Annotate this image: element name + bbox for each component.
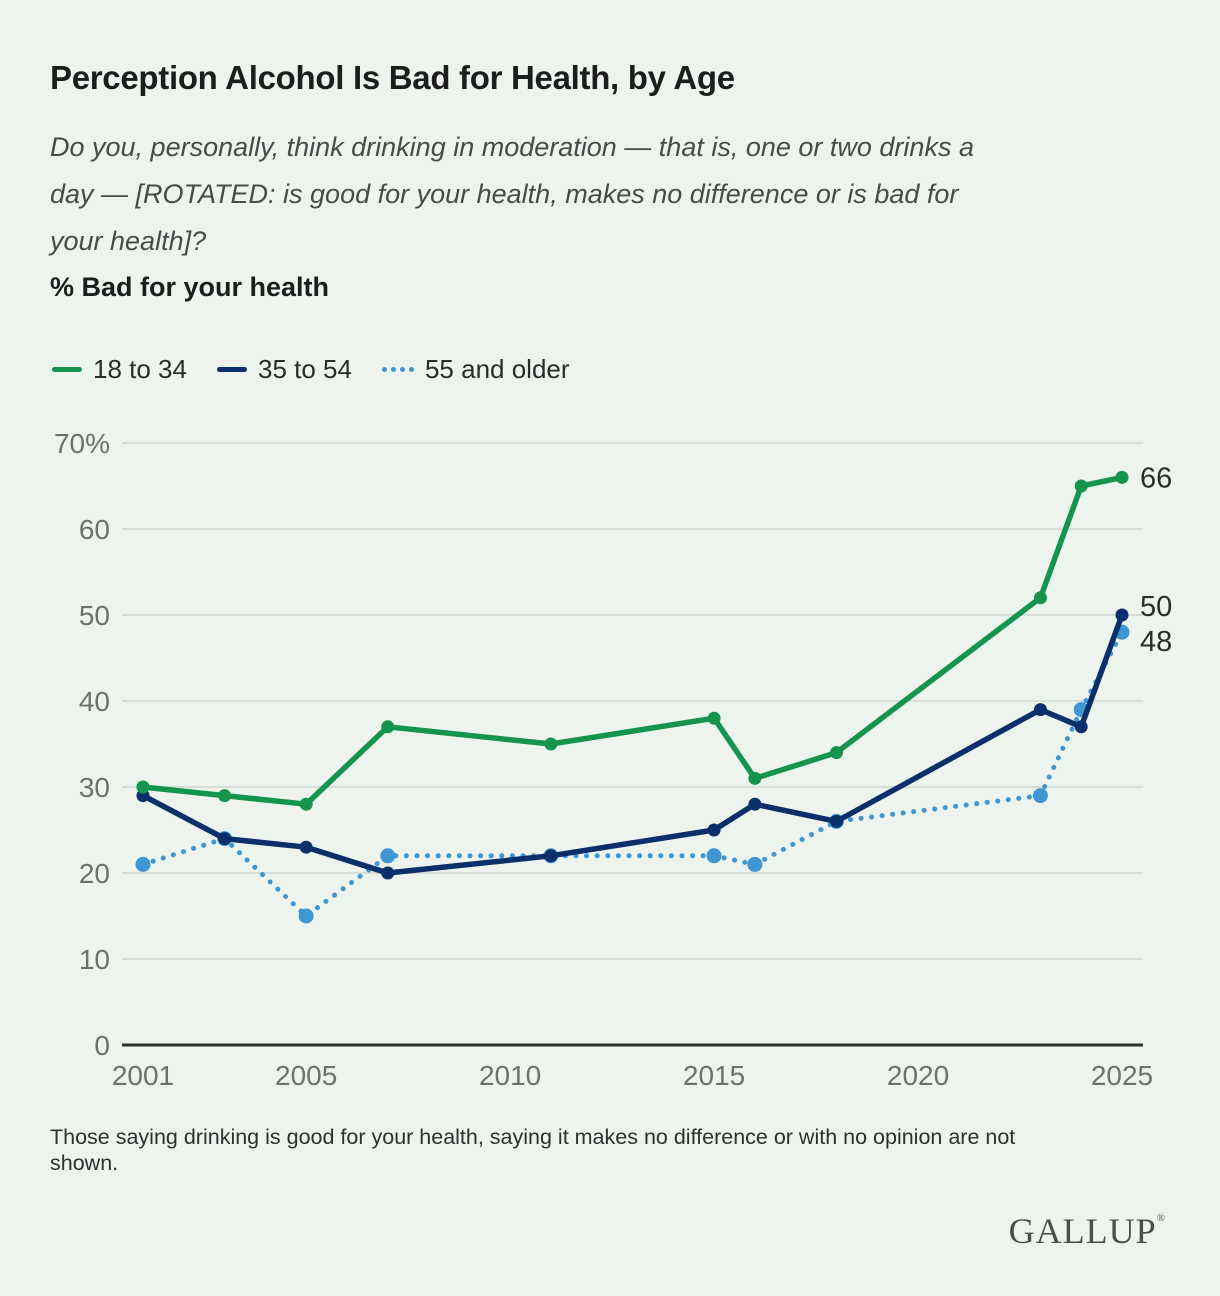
legend-swatch-solid <box>52 367 82 372</box>
data-point <box>1074 720 1088 734</box>
data-point <box>1033 591 1047 605</box>
data-point <box>135 856 151 872</box>
footnote-line: shown. <box>50 1151 119 1175</box>
data-point <box>381 866 395 880</box>
legend-label: 35 to 54 <box>257 354 352 384</box>
y-tick-label: 60 <box>79 514 110 545</box>
x-tick-label: 2005 <box>275 1060 337 1091</box>
series-18-to-34: 66 <box>136 462 1172 811</box>
registered-mark: ® <box>1156 1212 1165 1224</box>
survey-question-line: Do you, personally, think drinking in mo… <box>50 132 974 162</box>
series-line <box>141 614 1125 876</box>
data-point <box>1032 788 1048 804</box>
survey-question: Do you, personally, think drinking in mo… <box>50 124 1190 265</box>
series-end-label: 50 <box>1140 591 1172 623</box>
legend: 18 to 34 35 to 54 55 and older <box>52 354 570 385</box>
data-point <box>829 814 843 828</box>
legend-item-35-to-54: 35 to 54 <box>216 354 352 385</box>
footnote: Those saying drinking is good for your h… <box>50 1124 1175 1176</box>
series-end-label: 66 <box>1140 462 1172 494</box>
data-point <box>544 849 558 863</box>
footnote-line: Those saying drinking is good for your h… <box>50 1125 1016 1149</box>
data-point <box>299 797 313 811</box>
data-point <box>1115 608 1129 622</box>
page-title: Perception Alcohol Is Bad for Health, by… <box>50 59 735 96</box>
chart-canvas: 0 10 20 30 40 50 60 70% 2001 2005 2010 2015 2020 2025… <box>54 428 1172 1091</box>
data-point <box>1115 470 1129 484</box>
data-point <box>706 848 722 864</box>
data-point <box>299 840 313 854</box>
data-point <box>748 771 762 785</box>
legend-swatch-dotted <box>381 367 414 372</box>
y-tick-label: 40 <box>79 686 110 717</box>
legend-label: 55 and older <box>424 354 570 384</box>
legend-label: 18 to 34 <box>93 354 187 384</box>
x-tick-label: 2001 <box>112 1060 174 1091</box>
y-tick-label: 30 <box>79 772 110 803</box>
data-point <box>747 856 763 872</box>
legend-swatch-solid <box>216 367 247 372</box>
y-tick-label: 70% <box>54 428 110 459</box>
survey-question-line: day — [ROTATED: is good for your health,… <box>50 179 959 209</box>
x-tick-label: 2010 <box>479 1060 541 1091</box>
gallup-logo: GALLUP® <box>1008 1211 1165 1251</box>
metric-label: % Bad for your health <box>50 272 330 302</box>
data-point <box>218 832 232 846</box>
data-point <box>748 797 762 811</box>
data-point <box>380 848 396 864</box>
data-point <box>136 780 150 794</box>
series-55-and-older: 48 <box>135 624 1172 924</box>
y-tick-label: 0 <box>94 1030 110 1061</box>
x-tick-label: 2020 <box>887 1060 949 1091</box>
y-tick-label: 20 <box>79 858 110 889</box>
data-point <box>1033 703 1047 717</box>
data-point <box>829 746 843 760</box>
series-35-to-54: 50 <box>136 591 1172 880</box>
x-tick-label: 2015 <box>683 1060 745 1091</box>
series-line <box>142 474 1123 807</box>
legend-item-55-and-older: 55 and older <box>381 354 570 385</box>
series-end-label: 48 <box>1140 626 1172 658</box>
data-point <box>707 711 721 725</box>
legend-item-18-to-34: 18 to 34 <box>52 354 187 385</box>
data-point <box>218 789 232 803</box>
survey-question-line: your health]? <box>50 226 207 256</box>
data-point <box>544 737 558 751</box>
x-tick-label: 2025 <box>1091 1060 1153 1091</box>
data-point <box>707 823 721 837</box>
data-point <box>1074 479 1088 493</box>
y-tick-label: 50 <box>79 600 110 631</box>
y-tick-label: 10 <box>79 944 110 975</box>
data-point <box>381 720 395 734</box>
line-chart: 0 10 20 30 40 50 60 70% 2001 2005 2010 2015 2020 2025… <box>0 420 1220 1105</box>
data-point <box>298 908 314 924</box>
